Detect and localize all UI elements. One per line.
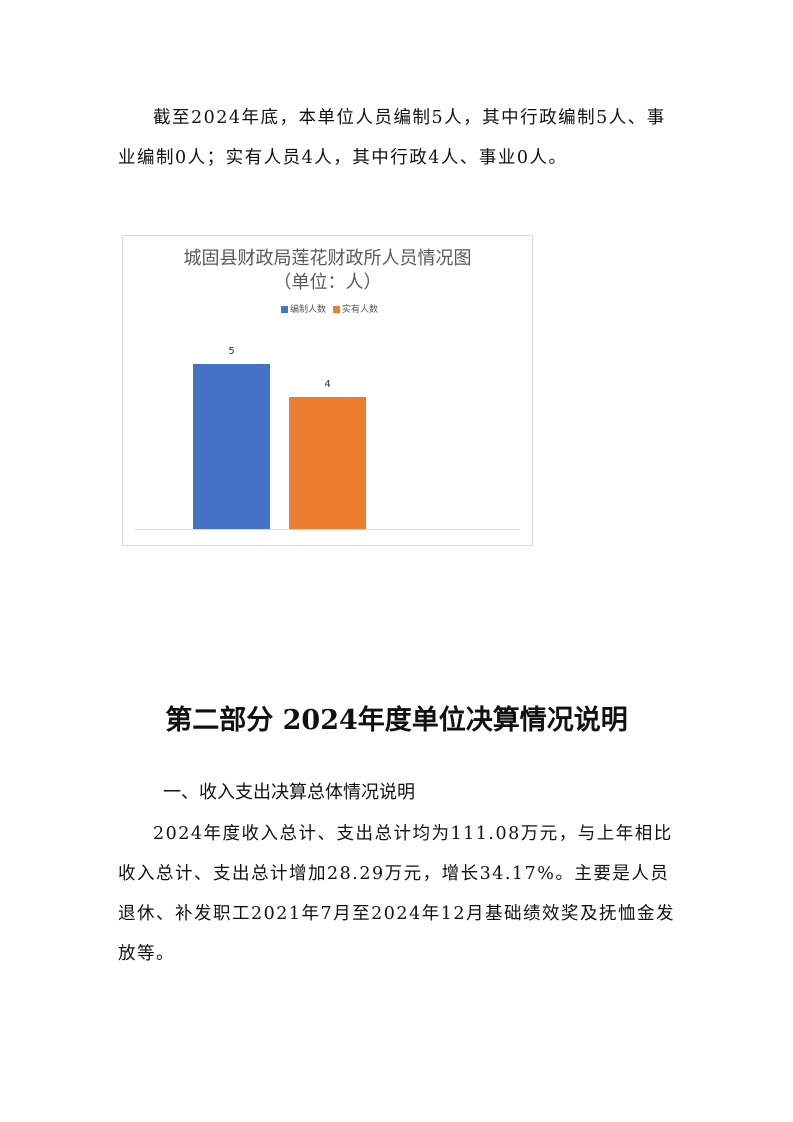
bar-1 <box>193 364 270 529</box>
legend-swatch-orange <box>332 306 340 313</box>
legend-swatch-blue <box>281 306 289 313</box>
chart-title: 城固县财政局莲花财政所人员情况图 <box>183 248 472 269</box>
x-axis-line <box>135 529 520 530</box>
legend-label: 编制人数 <box>290 305 327 315</box>
section-title: 第二部分 2024年度单位决算情况说明 <box>165 705 628 736</box>
chart-legend: 编制人数 实有人数 <box>123 302 532 315</box>
body-paragraph: 2024年度收入总计、支出总计均为111.08万元，与上年相比收入总计、支出总计… <box>118 824 675 964</box>
chart-subtitle: （单位：人） <box>273 272 382 293</box>
subsection-title: 一、收入支出决算总体情况说明 <box>163 782 415 803</box>
intro-paragraph: 截至2024年底，本单位人员编制5人，其中行政编制5人、事业编制0人；实有人员4… <box>118 108 666 168</box>
staff-chart: 城固县财政局莲花财政所人员情况图 （单位：人） 编制人数 实有人数 5 4 <box>122 235 533 546</box>
data-label: 4 <box>324 379 331 390</box>
bar-2 <box>289 397 366 529</box>
legend-label: 实有人数 <box>341 305 378 315</box>
data-label: 5 <box>228 346 235 357</box>
